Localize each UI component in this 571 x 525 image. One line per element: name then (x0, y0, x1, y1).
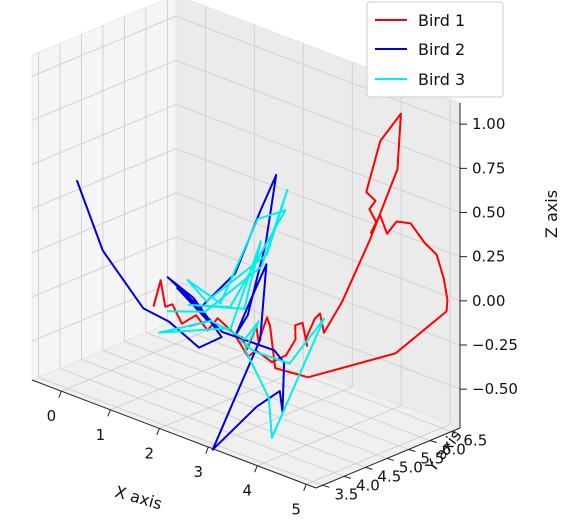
grid-line-z (31, 15, 177, 77)
y-tick-label: 6.0 (442, 441, 466, 459)
grid-line-z (175, 15, 461, 125)
tick-labels: 0 1 2 3 4 5 3.54.04.55.05.56.06.5 −0.50 −0.25 0.0… (47, 115, 518, 518)
x-axis-title: X axis (113, 482, 164, 514)
grid-line-x (110, 349, 255, 411)
grid-line-z (175, 104, 461, 213)
z-tick-label: 1.00 (472, 115, 505, 133)
y-axis-line (315, 427, 461, 489)
x-tick-mark (58, 390, 62, 398)
legend: Bird 1 Bird 2 Bird 3 (366, 1, 504, 98)
legend-label-bird-2: Bird 2 (418, 40, 465, 59)
grid-line-z (175, 192, 461, 302)
grid-line-x (306, 423, 451, 485)
x-tick-label: 2 (145, 444, 155, 462)
grid-line-x (257, 405, 402, 467)
grid-line-z (31, 236, 177, 298)
x-tick-mark (205, 446, 209, 454)
axis-edges (31, 103, 461, 489)
y-tick-label: 4.0 (356, 476, 380, 494)
z-tick-label: 0.00 (472, 292, 505, 310)
grid-line-x (61, 330, 206, 392)
grid-line-z (31, 148, 177, 210)
grid-line-z (31, 104, 177, 165)
y-tick-label: 5.0 (399, 458, 423, 476)
y-tick-mark (365, 466, 373, 470)
x-tick-label: 3 (194, 463, 204, 481)
grid-line-z (31, 280, 177, 342)
grid-line-z (31, 192, 177, 254)
legend-label-bird-1: Bird 1 (418, 11, 465, 30)
grid-line-z (31, 59, 177, 121)
z-tick-label: −0.50 (472, 380, 518, 398)
y-tick-label: 6.5 (463, 432, 487, 450)
x-tick-mark (107, 409, 111, 417)
y-tick-mark (408, 449, 416, 452)
grid-line-y (145, 332, 431, 441)
x-axis-line (31, 379, 317, 489)
x-tick-mark (156, 428, 160, 436)
grid-line-y (81, 358, 366, 468)
y-tick-label: 5.5 (420, 449, 444, 467)
y-tick-mark (386, 457, 395, 461)
y-tick-label: 3.5 (334, 485, 358, 503)
grid-line-z (175, 236, 461, 346)
x-tick-label: 0 (47, 407, 57, 425)
z-tick-label: −0.25 (472, 336, 518, 354)
z-axis-title: Z axis (542, 190, 561, 238)
series-bird-3-line (158, 188, 325, 439)
grid-line-x (159, 367, 304, 429)
y-tick-mark (343, 475, 352, 479)
y-tick-mark (429, 440, 438, 444)
grid-line-z (175, 148, 461, 258)
side-pane (31, 0, 177, 381)
grid-line-y (59, 367, 345, 477)
z-tick-label: 0.25 (472, 248, 505, 266)
x-tick-label: 1 (96, 426, 106, 444)
grid-line-y (102, 350, 388, 459)
x-tick-label: 4 (242, 482, 252, 500)
series-group (76, 112, 449, 451)
x-tick-mark (254, 465, 258, 473)
y-tick-mark (451, 431, 459, 435)
grid-line-y (38, 376, 323, 486)
y-tick-label: 4.5 (377, 467, 401, 485)
z-tick-label: 0.50 (472, 204, 505, 222)
grid-line-y (124, 341, 409, 450)
y-tick-mark (322, 484, 330, 488)
legend-label-bird-3: Bird 3 (418, 70, 465, 89)
x-tick-label: 5 (291, 500, 301, 518)
z-tick-label: 0.75 (472, 159, 505, 177)
grid-lines (31, 0, 461, 486)
legend-box (366, 1, 504, 98)
grid-line-z (175, 59, 461, 169)
x-tick-mark (303, 484, 307, 491)
